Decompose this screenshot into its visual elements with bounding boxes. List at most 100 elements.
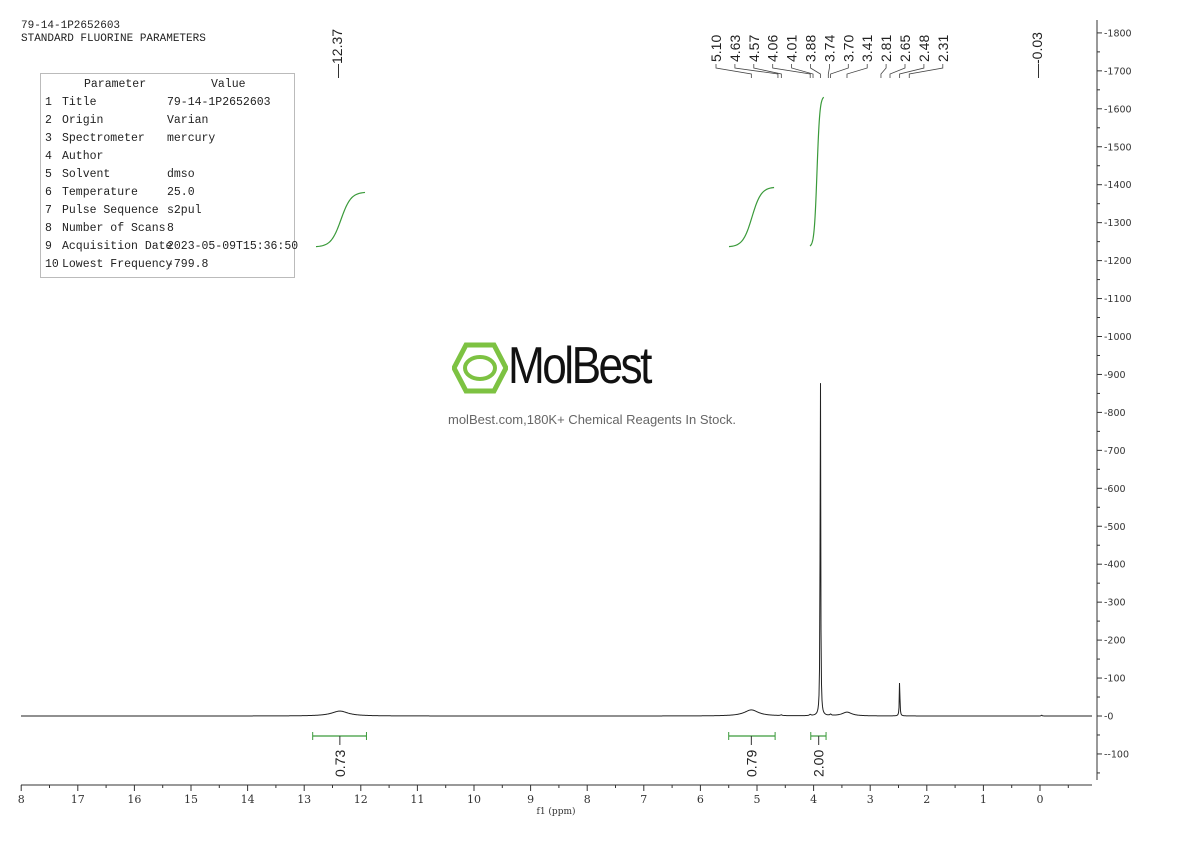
peak-label: 2.65 — [897, 35, 913, 62]
parameter-key: Title — [62, 96, 97, 109]
integral-curve — [809, 96, 825, 247]
parameter-key: Origin — [62, 114, 104, 127]
x-tick-label: 8 — [18, 793, 25, 806]
peak-label: 4.57 — [746, 35, 762, 62]
parameter-n: 6 — [45, 186, 52, 199]
parameter-n: 9 — [45, 240, 52, 253]
x-tick-label: 11 — [410, 793, 424, 806]
parameter-key: Temperature — [62, 186, 138, 199]
parameter-table: Parameter Value 1 Title 79-14-1P2652603 2 Or… — [40, 73, 299, 278]
parameter-key: Author — [62, 150, 104, 163]
x-tick-label: 6 — [697, 793, 704, 806]
x-tick-label: 16 — [127, 793, 141, 806]
x-tick-label: 3 — [867, 793, 874, 806]
peak-label-connector — [908, 64, 944, 78]
parameter-key: Solvent — [62, 168, 111, 181]
y-tick-label: -500 — [1104, 522, 1126, 533]
parameter-n: 5 — [45, 168, 52, 181]
parameter-value: dmso — [167, 168, 195, 181]
y-tick-label: -900 — [1104, 370, 1126, 381]
watermark-tagline: molBest.com,180K+ Chemical Reagents In S… — [448, 412, 736, 427]
spectrum-header: 79-14-1P2652603 STANDARD FLUORINE PARAME… — [21, 20, 206, 46]
parameter-key: Pulse Sequence — [62, 204, 159, 217]
experiment-name: STANDARD FLUORINE PARAMETERS — [21, 33, 206, 45]
parameter-key: Acquisition Date — [62, 240, 173, 253]
peak-label-connector — [889, 64, 906, 78]
x-tick-label: 17 — [71, 793, 85, 806]
peak-label-connector — [880, 64, 887, 78]
parameter-value: 79-14-1P2652603 — [167, 96, 271, 109]
parameter-n: 7 — [45, 204, 52, 217]
sample-id: 79-14-1P2652603 — [21, 20, 121, 32]
y-tick-label: -800 — [1104, 408, 1126, 419]
x-tick-label: 2 — [923, 793, 930, 806]
x-tick-label: 1 — [980, 793, 987, 806]
peak-label-connector — [827, 64, 830, 78]
peak-label: 4.06 — [765, 35, 781, 62]
parameter-key: Lowest Frequency — [62, 258, 173, 271]
parameter-value: mercury — [167, 132, 216, 145]
parameter-key: Number of Scans — [62, 222, 166, 235]
peak-label-connector — [734, 64, 779, 78]
column-header-parameter: Parameter — [84, 78, 147, 91]
peak-label: 3.70 — [840, 35, 856, 62]
x-tick-label: 10 — [467, 793, 481, 806]
parameter-n: 4 — [45, 150, 52, 163]
parameter-n: 2 — [45, 114, 52, 127]
x-tick-label: 5 — [754, 793, 761, 806]
peak-label-connector — [753, 64, 782, 78]
x-tick-label: 15 — [184, 793, 198, 806]
integral-value: 0.73 — [332, 750, 348, 777]
peak-label: 4.01 — [784, 35, 800, 62]
parameter-value: 2023-05-09T15:36:50 — [167, 240, 299, 253]
parameter-n: 8 — [45, 222, 52, 235]
y-tick-label: -700 — [1104, 446, 1126, 457]
integral-curve — [728, 186, 775, 248]
integral-value: 2.00 — [811, 750, 827, 777]
peak-label-connector — [810, 64, 821, 78]
x-tick-label: 13 — [297, 793, 311, 806]
y-tick-label: --100 — [1104, 749, 1129, 760]
x-tick-label: 14 — [241, 793, 255, 806]
parameter-n: 1 — [45, 96, 52, 109]
parameter-value: -799.8 — [167, 258, 209, 271]
y-tick-label: -1000 — [1104, 332, 1132, 343]
molbest-logo-icon — [451, 342, 509, 398]
peak-label: 3.41 — [859, 35, 875, 62]
peak-label: 3.88 — [803, 35, 819, 62]
peak-label: 3.74 — [821, 35, 837, 62]
peak-label-connector — [772, 64, 811, 78]
x-tick-label: 9 — [527, 793, 534, 806]
y-tick-label: -600 — [1104, 484, 1126, 495]
y-tick-label: -0 — [1104, 712, 1113, 723]
y-tick-label: -1400 — [1104, 180, 1132, 191]
y-tick-label: -100 — [1104, 674, 1126, 685]
y-tick-label: -1300 — [1104, 218, 1132, 229]
y-tick-label: -200 — [1104, 636, 1126, 647]
peak-label-connector — [846, 64, 868, 78]
peak-label-connector — [791, 64, 814, 78]
integral-curve — [315, 191, 366, 248]
y-tick-label: -1600 — [1104, 104, 1132, 115]
x-tick-label: 7 — [640, 793, 647, 806]
y-tick-label: -1200 — [1104, 256, 1132, 267]
parameter-value: s2pul — [167, 204, 202, 217]
peak-label: 4.63 — [727, 35, 743, 62]
parameter-value: 8 — [167, 222, 174, 235]
y-tick-label: -1700 — [1104, 66, 1132, 77]
x-tick-label: 0 — [1037, 793, 1044, 806]
integral-value: 0.79 — [743, 750, 759, 777]
parameter-n: 10 — [45, 258, 59, 271]
parameter-value: Varian — [167, 114, 209, 127]
y-tick-label: -1100 — [1104, 294, 1132, 305]
x-tick-label: 12 — [354, 793, 368, 806]
parameter-key: Spectrometer — [62, 132, 145, 145]
peak-label-connector — [715, 64, 752, 78]
peak-label: 2.81 — [878, 35, 894, 62]
peak-label: 5.10 — [708, 35, 724, 62]
watermark-brand: MolBest — [508, 337, 652, 395]
x-axis-label: f1 (ppm) — [537, 806, 576, 817]
peak-label: —12.37 — [329, 29, 345, 78]
x-tick-label: 4 — [810, 793, 817, 806]
